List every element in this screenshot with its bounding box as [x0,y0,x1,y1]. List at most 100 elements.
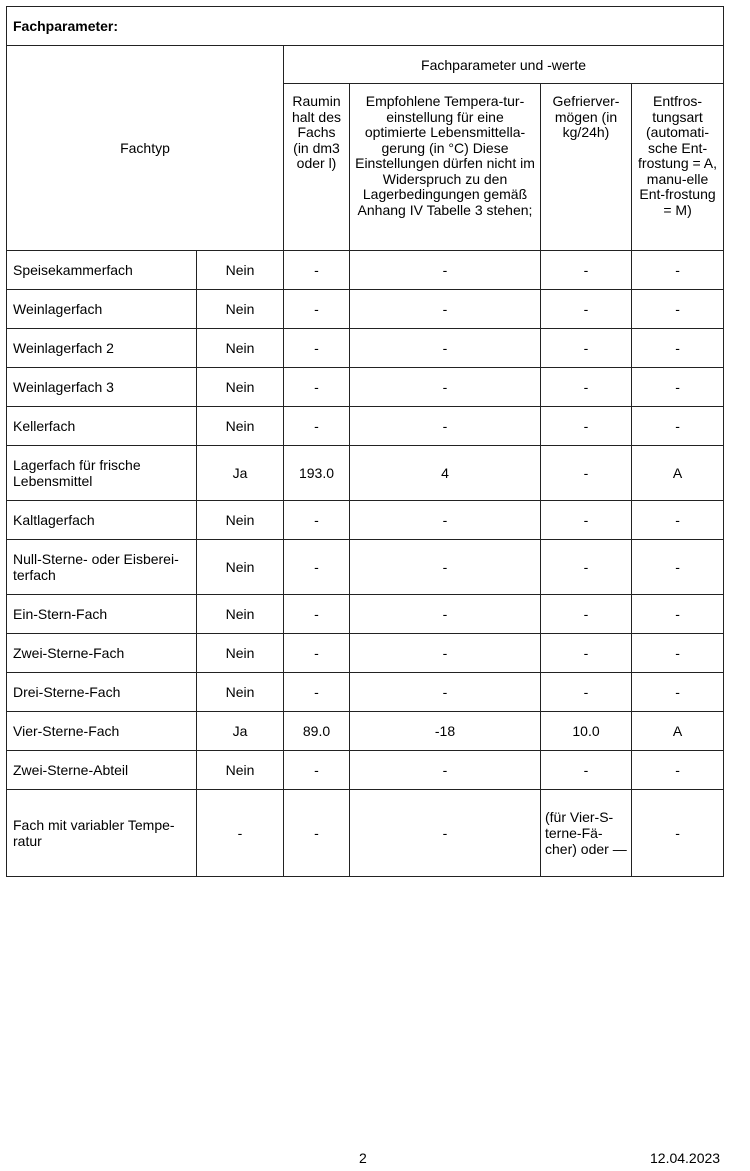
table-cell: - [283,750,350,790]
table-cell: Weinlagerfach 3 [6,367,197,407]
page-number: 2 [359,1150,367,1166]
table-row: Weinlagerfach Nein - - - - [6,289,725,329]
table-cell: - [630,250,725,290]
header-entfrostungsart: Entfros-tungsart (automati-sche Ent-fros… [630,83,725,251]
table-row: Fach mit variabler Tempe-ratur - - - (für Vi… [6,789,725,877]
table-cell: 193.0 [283,445,350,501]
fachparameter-table: Fachparameter: Fachtyp Fachparameter und… [5,6,725,877]
table-cell: A [630,711,725,751]
table-cell: 4 [349,445,541,501]
table-cell: - [540,406,632,446]
table-cell: Nein [196,367,284,407]
table-cell: - [349,633,541,673]
table-cell: Ja [196,445,284,501]
header-fachtyp: Fachtyp [6,45,284,251]
table-cell: - [540,539,632,595]
table-cell: Nein [196,289,284,329]
table-cell: - [540,328,632,368]
table-cell: Nein [196,750,284,790]
table-cell: - [283,539,350,595]
table-cell: Nein [196,672,284,712]
table-cell: - [349,289,541,329]
table-cell: Kellerfach [6,406,197,446]
table-cell: - [540,445,632,501]
table-cell: - [283,289,350,329]
table-cell: Ein-Stern-Fach [6,594,197,634]
table-cell: Nein [196,633,284,673]
table-cell: - [630,672,725,712]
table-cell: - [283,328,350,368]
table-cell: - [283,367,350,407]
table-cell: 89.0 [283,711,350,751]
table-cell: Zwei-Sterne-Abteil [6,750,197,790]
table-cell: (für Vier-S-terne-Fä-cher) oder — [540,789,632,877]
table-cell: Nein [196,406,284,446]
table-cell: Weinlagerfach [6,289,197,329]
table-cell: Nein [196,250,284,290]
table-row: Speisekammerfach Nein - - - - [6,250,725,290]
table-cell: - [630,406,725,446]
table-cell: Null-Sterne- oder Eisberei-terfach [6,539,197,595]
table-cell: - [283,672,350,712]
table-cell: - [349,672,541,712]
table-cell: - [349,328,541,368]
table-cell: - [540,633,632,673]
table-cell: A [630,445,725,501]
table-cell: - [283,789,350,877]
table-cell: - [630,633,725,673]
table-row: Zwei-Sterne-Abteil Nein - - - - [6,750,725,790]
table-cell: - [349,750,541,790]
table-cell: - [630,367,725,407]
footer-date: 12.04.2023 [650,1150,721,1166]
header-temperatur: Empfohlene Tempera-tur-einstellung für e… [349,83,541,251]
table-cell: Zwei-Sterne-Fach [6,633,197,673]
table-cell: - [630,789,725,877]
table-cell: Kaltlagerfach [6,500,197,540]
table-cell: - [630,539,725,595]
table-cell: Lagerfach für frische Lebensmittel [6,445,197,501]
table-cell: Nein [196,500,284,540]
table-cell: - [349,250,541,290]
table-cell: Speisekammerfach [6,250,197,290]
table-cell: - [283,406,350,446]
table-cell: - [349,789,541,877]
table-cell: - [630,594,725,634]
table-cell: - [540,500,632,540]
table-cell: - [540,594,632,634]
table-cell: - [349,406,541,446]
table-cell: Ja [196,711,284,751]
header-rauminhalt: Raumin halt des Fachs (in dm3 oder l) [283,83,350,251]
table-row: Weinlagerfach 2 Nein - - - - [6,328,725,368]
table-cell: Nein [196,594,284,634]
table-cell: - [540,367,632,407]
table-cell: - [349,500,541,540]
table-cell: 10.0 [540,711,632,751]
table-cell: - [283,500,350,540]
table-cell: - [540,750,632,790]
table-cell: - [283,633,350,673]
header-group: Fachparameter und -werte [282,45,725,84]
table-cell: -18 [349,711,541,751]
table-cell: - [540,672,632,712]
table-cell: Drei-Sterne-Fach [6,672,197,712]
table-cell: - [630,500,725,540]
table-cell: Weinlagerfach 2 [6,328,197,368]
table-cell: - [349,539,541,595]
table-row: Kaltlagerfach Nein - - - - [6,500,725,540]
table-row: Lagerfach für frische Lebensmittel Ja 193.… [6,445,725,501]
table-cell: Nein [196,539,284,595]
table-row: Drei-Sterne-Fach Nein - - - - [6,672,725,712]
table-cell: - [196,789,284,877]
table-cell: - [630,750,725,790]
table-row: Ein-Stern-Fach Nein - - - - [6,594,725,634]
table-row: Null-Sterne- oder Eisberei-terfach Nein - -… [6,539,725,595]
table-cell: - [540,289,632,329]
table-cell: Nein [196,328,284,368]
table-row: Zwei-Sterne-Fach Nein - - - - [6,633,725,673]
table-cell: - [630,328,725,368]
table-cell: - [349,367,541,407]
table-row: Kellerfach Nein - - - - [6,406,725,446]
table-cell: - [283,594,350,634]
header-gefriervermoegen: Gefrierver-mögen (in kg/24h) [540,83,632,251]
table-row: Weinlagerfach 3 Nein - - - - [6,367,725,407]
